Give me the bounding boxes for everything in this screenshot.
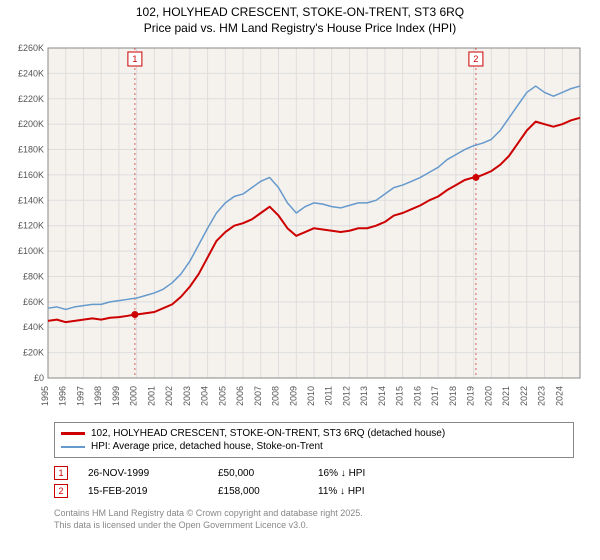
- svg-text:£20K: £20K: [23, 348, 44, 358]
- svg-text:£240K: £240K: [18, 69, 44, 79]
- svg-text:2020: 2020: [483, 386, 493, 406]
- sale-price-1: £50,000: [218, 468, 298, 479]
- legend-label-2: HPI: Average price, detached house, Stok…: [91, 441, 323, 452]
- svg-text:2015: 2015: [395, 386, 405, 406]
- sale-price-2: £158,000: [218, 486, 298, 497]
- title-line2: Price paid vs. HM Land Registry's House …: [8, 20, 592, 36]
- svg-text:2002: 2002: [164, 386, 174, 406]
- footnote: Contains HM Land Registry data © Crown c…: [54, 508, 574, 531]
- svg-text:2001: 2001: [146, 386, 156, 406]
- svg-text:2012: 2012: [341, 386, 351, 406]
- svg-text:£200K: £200K: [18, 120, 44, 130]
- chart-area: £0 £20K £40K £60K £80K £100K £120K £140K £160K £1…: [0, 38, 600, 418]
- svg-text:2011: 2011: [324, 386, 334, 405]
- sale-row-1: 1 26-NOV-1999 £50,000 16% ↓ HPI: [54, 464, 574, 482]
- legend-row-1: 102, HOLYHEAD CRESCENT, STOKE-ON-TRENT, …: [61, 427, 567, 440]
- sale-marker-1: 1: [54, 466, 68, 480]
- sale-marker-2: 2: [54, 484, 68, 498]
- svg-text:2004: 2004: [200, 386, 210, 406]
- svg-text:2009: 2009: [288, 386, 298, 406]
- sale-date-1: 26-NOV-1999: [88, 468, 198, 479]
- svg-text:1: 1: [132, 54, 137, 64]
- footnote-line2: This data is licensed under the Open Gov…: [54, 520, 574, 532]
- svg-text:£220K: £220K: [18, 94, 44, 104]
- svg-text:2: 2: [473, 54, 478, 64]
- svg-text:1998: 1998: [93, 386, 103, 406]
- svg-text:2003: 2003: [182, 386, 192, 406]
- legend: 102, HOLYHEAD CRESCENT, STOKE-ON-TRENT, …: [54, 422, 574, 458]
- svg-text:£40K: £40K: [23, 323, 44, 333]
- svg-text:1996: 1996: [58, 386, 68, 406]
- svg-text:2017: 2017: [430, 386, 440, 406]
- chart-svg: £0 £20K £40K £60K £80K £100K £120K £140K £160K £1…: [0, 38, 600, 418]
- sale-date-2: 15-FEB-2019: [88, 486, 198, 497]
- sale-row-2: 2 15-FEB-2019 £158,000 11% ↓ HPI: [54, 482, 574, 500]
- sale-delta-2: 11% ↓ HPI: [318, 486, 365, 497]
- sales-table: 1 26-NOV-1999 £50,000 16% ↓ HPI 2 15-FEB…: [54, 464, 574, 500]
- legend-label-1: 102, HOLYHEAD CRESCENT, STOKE-ON-TRENT, …: [91, 428, 445, 439]
- svg-text:£60K: £60K: [23, 297, 44, 307]
- footnote-line1: Contains HM Land Registry data © Crown c…: [54, 508, 574, 520]
- svg-text:£120K: £120K: [18, 221, 44, 231]
- svg-text:£180K: £180K: [18, 145, 44, 155]
- svg-text:2016: 2016: [412, 386, 422, 406]
- svg-text:£100K: £100K: [18, 246, 44, 256]
- svg-text:2000: 2000: [129, 386, 139, 406]
- svg-text:£140K: £140K: [18, 196, 44, 206]
- svg-text:2019: 2019: [466, 386, 476, 406]
- svg-text:2006: 2006: [235, 386, 245, 406]
- svg-text:1995: 1995: [40, 386, 50, 406]
- chart-title: 102, HOLYHEAD CRESCENT, STOKE-ON-TRENT, …: [0, 0, 600, 38]
- svg-text:2024: 2024: [554, 386, 564, 406]
- svg-text:2013: 2013: [359, 386, 369, 406]
- svg-text:2007: 2007: [253, 386, 263, 406]
- svg-text:2021: 2021: [501, 386, 511, 406]
- svg-text:2018: 2018: [448, 386, 458, 406]
- svg-text:2008: 2008: [271, 386, 281, 406]
- svg-text:1997: 1997: [75, 386, 85, 406]
- legend-swatch-2: [61, 446, 85, 448]
- svg-text:£0: £0: [34, 373, 44, 383]
- svg-text:2014: 2014: [377, 386, 387, 406]
- legend-swatch-1: [61, 432, 85, 435]
- svg-text:2023: 2023: [537, 386, 547, 406]
- svg-text:£80K: £80K: [23, 272, 44, 282]
- title-line1: 102, HOLYHEAD CRESCENT, STOKE-ON-TRENT, …: [8, 4, 592, 20]
- svg-text:2010: 2010: [306, 386, 316, 406]
- svg-text:£160K: £160K: [18, 170, 44, 180]
- svg-text:1999: 1999: [111, 386, 121, 406]
- svg-text:2022: 2022: [519, 386, 529, 406]
- svg-text:2005: 2005: [217, 386, 227, 406]
- legend-row-2: HPI: Average price, detached house, Stok…: [61, 440, 567, 453]
- svg-text:£260K: £260K: [18, 43, 44, 53]
- sale-delta-1: 16% ↓ HPI: [318, 468, 365, 479]
